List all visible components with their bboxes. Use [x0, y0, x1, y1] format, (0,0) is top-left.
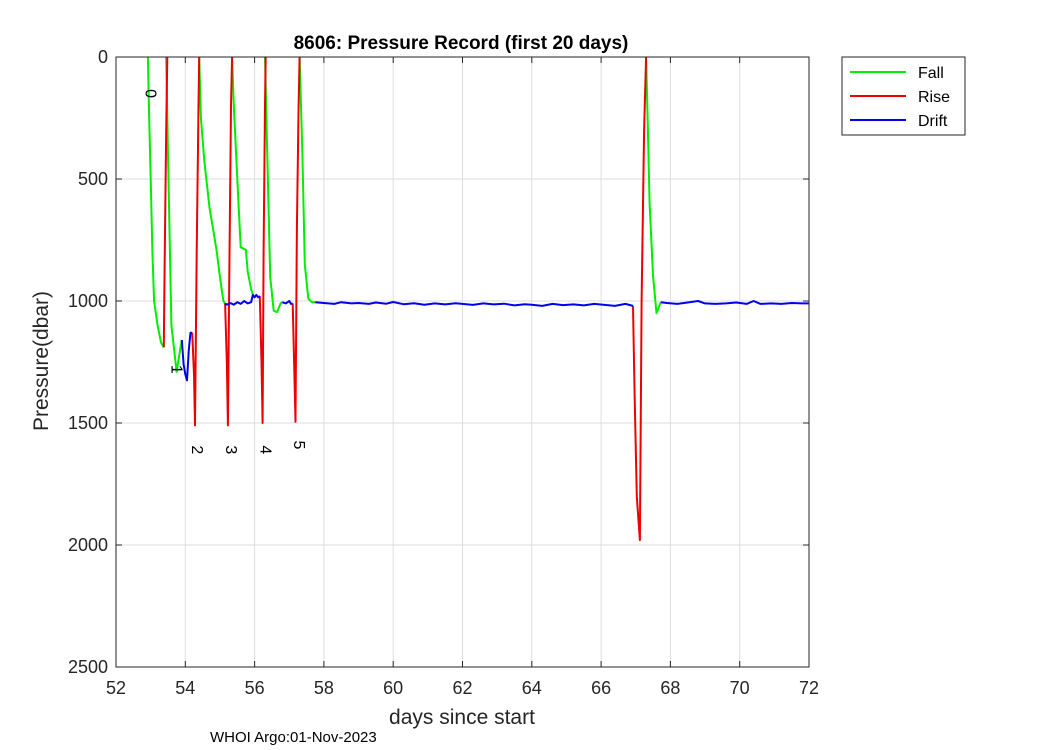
series-drift: [180, 293, 809, 382]
cycle-label: 0: [142, 89, 159, 98]
legend-drift-label: Drift: [918, 113, 948, 130]
y-tick-label: 2000: [68, 535, 108, 555]
drift-segment: [281, 300, 293, 305]
x-tick-label: 66: [591, 678, 611, 698]
axis-ticks: 52 54 56 58 60 62 64 66 68 70 72050010001500200025…: [68, 47, 819, 698]
cycle-annotations: 0 1 2 3 4 5: [142, 89, 307, 454]
x-tick-label: 52: [106, 678, 126, 698]
y-tick-label: 1000: [68, 291, 108, 311]
x-tick-label: 62: [452, 678, 472, 698]
x-axis-label: days since start: [389, 706, 535, 729]
fall-segment: [165, 56, 183, 373]
cycle-label: 5: [290, 441, 307, 450]
x-tick-label: 70: [730, 678, 750, 698]
x-tick-label: 60: [383, 678, 403, 698]
legend-rise-label: Rise: [918, 89, 950, 106]
fall-segment: [198, 56, 226, 304]
series-fall: [146, 56, 662, 373]
fall-segment: [231, 56, 254, 296]
x-tick-label: 68: [660, 678, 680, 698]
x-tick-label: 56: [245, 678, 265, 698]
series-layer: [146, 56, 809, 542]
rise-segment: [632, 56, 648, 542]
y-tick-label: 0: [98, 47, 108, 67]
series-rise: [162, 56, 648, 542]
x-tick-label: 64: [522, 678, 542, 698]
y-axis-label: Pressure(dbar): [30, 291, 53, 431]
cycle-label: 1: [167, 365, 184, 374]
drift-segment: [224, 293, 261, 306]
rise-segment: [258, 56, 267, 424]
rise-segment: [191, 56, 201, 427]
chart-title: 8606: Pressure Record (first 20 days): [294, 33, 629, 54]
fall-segment: [146, 56, 165, 348]
y-tick-label: 500: [78, 169, 108, 189]
x-tick-label: 58: [314, 678, 334, 698]
rise-segment: [224, 56, 234, 427]
legend: Fall Rise Drift: [841, 56, 966, 136]
fall-segment: [645, 56, 662, 315]
y-tick-label: 1500: [68, 413, 108, 433]
x-tick-label: 72: [799, 678, 819, 698]
cycle-label: 2: [188, 445, 205, 454]
y-tick-label: 2500: [68, 657, 108, 677]
legend-fall-label: Fall: [918, 65, 944, 82]
cycle-label: 4: [256, 445, 273, 454]
cycle-label: 3: [222, 445, 239, 454]
rise-segment: [291, 56, 301, 423]
fall-segment: [298, 56, 316, 304]
drift-segment: [315, 301, 634, 307]
fall-segment: [264, 56, 283, 313]
drift-segment: [180, 331, 193, 382]
x-tick-label: 54: [175, 678, 195, 698]
rise-segment: [162, 56, 169, 348]
drift-segment: [660, 300, 809, 305]
footer-credit: WHOI Argo:01-Nov-2023: [210, 729, 377, 746]
